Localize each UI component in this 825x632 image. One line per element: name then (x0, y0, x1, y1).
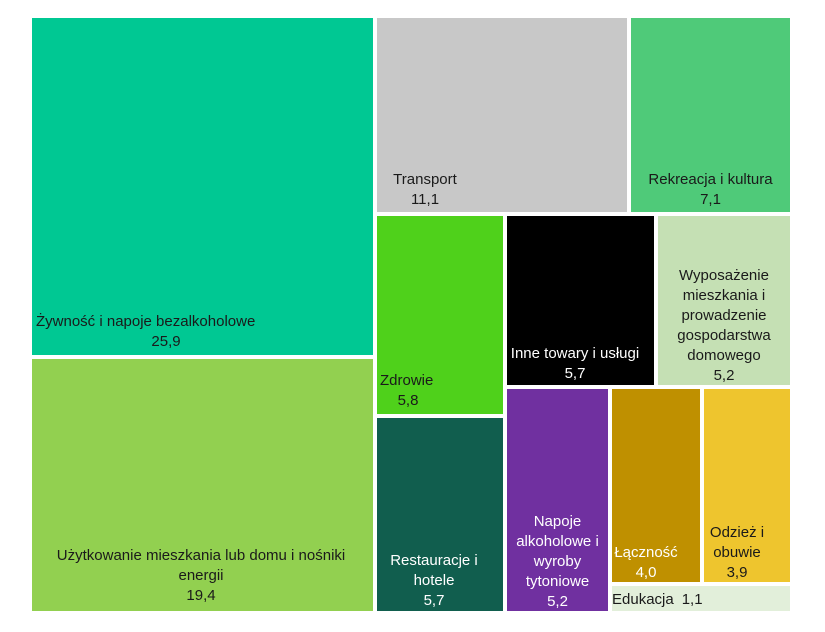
tile-name: Transport (393, 171, 457, 188)
tile-value: 5,7 (564, 365, 586, 382)
tile-label: Edukacja 1,1 (612, 590, 782, 610)
tile-zywnosc-i-napoje-bezalkoholowe (30, 16, 375, 357)
tile-name: Inne towary i usługi (510, 345, 640, 362)
tile-value: 5,2 (713, 367, 735, 384)
tile-value: 4,0 (635, 564, 657, 581)
tile-name: Edukacja (612, 591, 674, 608)
tile-value: 1,1 (681, 591, 703, 608)
tile-value: 11,1 (410, 191, 440, 208)
tile-label: Użytkowanie mieszkania lub domu i nośnik… (36, 546, 366, 606)
tile-value: 3,9 (726, 564, 748, 581)
tile-name: Zdrowie (380, 372, 434, 389)
tile-name: Łączność (614, 544, 678, 561)
tile-label: Napoje alkoholowe i wyroby tytoniowe 5,2 (505, 512, 610, 612)
tile-label: Rekreacja i kultura 7,1 (629, 170, 792, 210)
tile-lacznosc (610, 387, 702, 584)
tile-label: Transport 11,1 (380, 170, 470, 210)
tile-zdrowie (375, 214, 505, 416)
tile-name: Restauracje i hotele (390, 552, 478, 589)
tile-rekreacja-i-kultura (629, 16, 792, 214)
tile-wyposazenie-mieszkania-i-prowadzenie-gospodarstwa-domowego (656, 214, 792, 387)
tile-name: Rekreacja i kultura (648, 171, 773, 188)
tile-inne-towary-i-uslugi (505, 214, 656, 387)
tile-label: Restauracje i hotele 5,7 (375, 551, 493, 611)
tile-value: 25,9 (151, 333, 181, 350)
tile-restauracje-i-hotele (375, 416, 505, 613)
tile-value: 19,4 (186, 587, 216, 604)
tile-name: Użytkowanie mieszkania lub domu i nośnik… (56, 547, 346, 584)
tile-uzytkowanie-mieszkania-lub-domu-i-nosniki-energii (30, 357, 375, 613)
tile-transport (375, 16, 629, 214)
tile-label: Zdrowie 5,8 (380, 371, 460, 411)
tile-value: 5,2 (547, 593, 568, 610)
tile-label: Inne towary i usługi 5,7 (505, 344, 645, 384)
tile-name: Wyposażenie mieszkania i prowadzenie gos… (677, 267, 771, 364)
tile-name: Napoje alkoholowe i wyroby tytoniowe (516, 513, 599, 590)
tile-value: 7,1 (700, 191, 721, 208)
tile-edukacja (610, 584, 792, 613)
tile-name: Odzież i obuwie (709, 524, 765, 561)
tile-label: Żywność i napoje bezalkoholowe 25,9 (36, 312, 296, 352)
tile-value: 5,8 (397, 392, 419, 409)
tile-value: 5,7 (423, 592, 445, 609)
tile-label: Łączność 4,0 (610, 543, 682, 583)
tile-name: Żywność i napoje bezalkoholowe (36, 313, 256, 330)
tile-odziez-i-obuwie (702, 387, 792, 584)
tile-napoje-alkoholowe-i-wyroby-tytoniowe (505, 387, 610, 613)
tile-label: Odzież i obuwie 3,9 (702, 523, 772, 583)
tile-label: Wyposażenie mieszkania i prowadzenie gos… (656, 266, 792, 386)
